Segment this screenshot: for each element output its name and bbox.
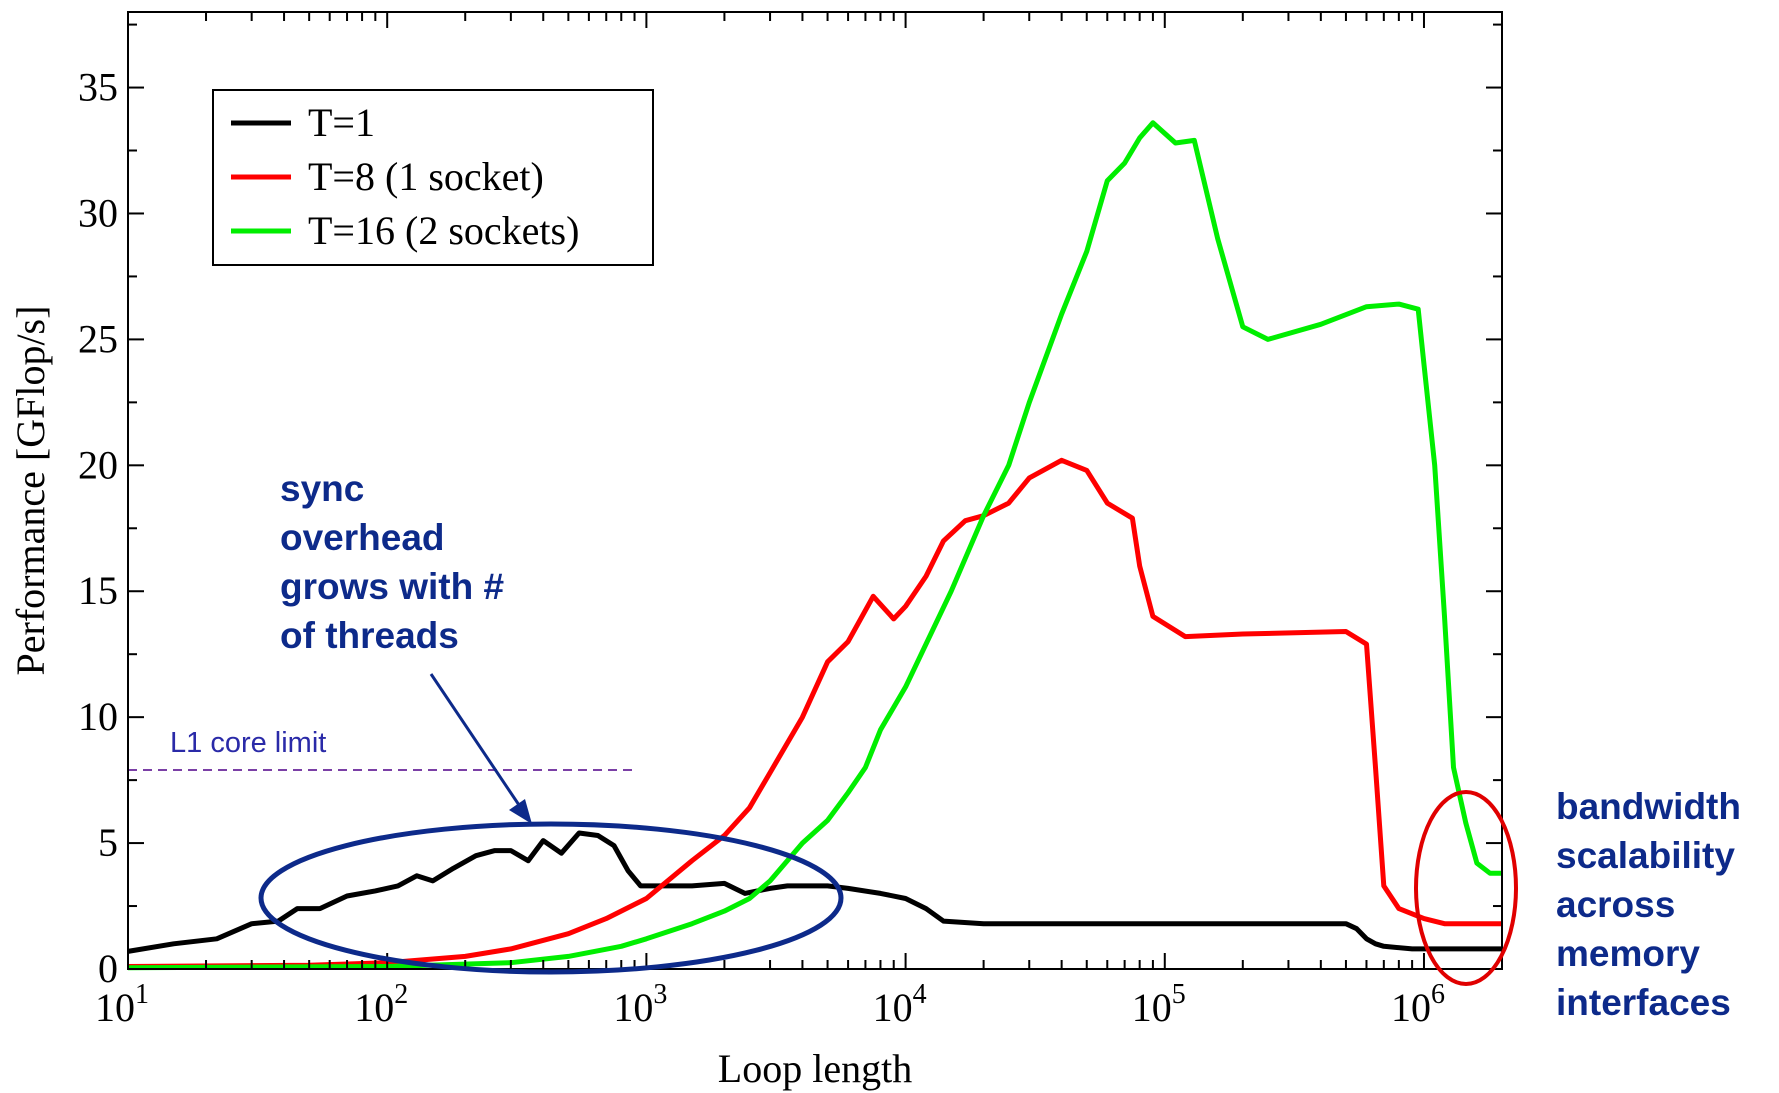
y-tick-label: 5	[98, 820, 118, 865]
sync-overhead-annotation: sync overhead grows with # of threads	[280, 464, 504, 660]
x-axis-label: Loop length	[718, 1046, 912, 1091]
bandwidth-circle	[1414, 790, 1518, 986]
series-layer	[127, 120, 1502, 971]
x-tick-label: 106	[1391, 979, 1445, 1030]
sync-overhead-arrow-shaft	[429, 673, 523, 809]
legend-layer: T=1 T=8 (1 socket) T=16 (2 sockets)	[212, 89, 654, 266]
y-axis-label: Performance [GFlop/s]	[8, 306, 53, 676]
x-tick-label: 103	[613, 979, 667, 1030]
x-tick-label: 105	[1132, 979, 1186, 1030]
x-tick-label: 102	[354, 979, 408, 1030]
legend-label: T=8 (1 socket)	[308, 154, 544, 199]
annotation-shapes	[258, 673, 1518, 986]
x-tick-label: 101	[95, 979, 149, 1030]
y-tick-label: 35	[78, 65, 118, 110]
sync-annotation-line: overhead	[280, 517, 445, 558]
sync-annotation-line: sync	[280, 468, 365, 509]
plot-frame	[127, 11, 1503, 970]
tick-label-layer: 0 5 10 15 20 25 30 35 101 102 103 104 105 106	[78, 65, 1445, 1030]
y-tick-label: 15	[78, 568, 118, 613]
series-line-2	[127, 457, 1502, 969]
y-tick-label: 10	[78, 694, 118, 739]
y-tick-label: 0	[98, 946, 118, 991]
bandwidth-annotation-line: bandwidth	[1556, 786, 1741, 827]
axes-layer	[127, 11, 1503, 970]
reference-line-label: L1 core limit	[170, 727, 326, 759]
legend-label: T=1	[308, 100, 375, 145]
sync-overhead-ellipse	[258, 821, 844, 975]
x-tick-label: 104	[873, 979, 927, 1030]
bandwidth-annotation-line: interfaces	[1556, 982, 1731, 1023]
sync-annotation-line: grows with #	[280, 566, 505, 607]
y-tick-label: 25	[78, 316, 118, 361]
y-tick-label: 30	[78, 190, 118, 235]
sync-overhead-arrow-head	[509, 799, 532, 824]
bandwidth-annotation-line: across	[1556, 884, 1676, 925]
series-line-3	[127, 120, 1502, 971]
sync-annotation-line: of threads	[280, 615, 459, 656]
y-tick-label: 20	[78, 442, 118, 487]
series-line-1	[127, 830, 1502, 954]
legend-label: T=16 (2 sockets)	[308, 208, 579, 253]
bandwidth-annotation-line: memory	[1556, 933, 1700, 974]
bandwidth-annotation: bandwidth scalability across memory inte…	[1556, 782, 1741, 1027]
bandwidth-annotation-line: scalability	[1556, 835, 1735, 876]
